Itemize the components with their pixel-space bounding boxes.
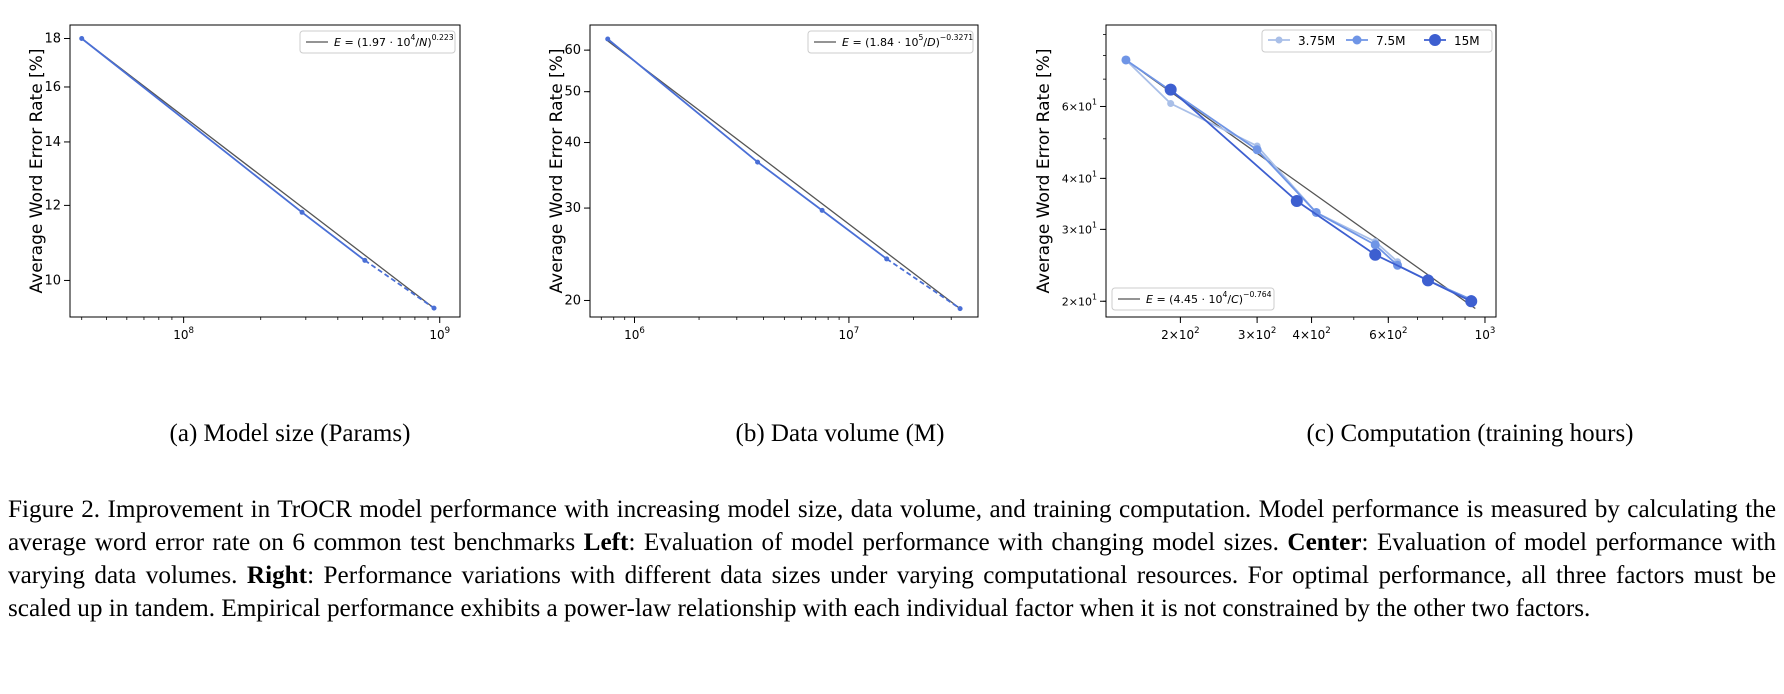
y-tick-label: 10 [44, 273, 61, 288]
series-point-7.5M [1370, 240, 1380, 250]
legend-series-label: 3.75M [1298, 34, 1335, 48]
figure-caption: Figure 2. Improvement in TrOCR model per… [8, 493, 1776, 625]
chart-computation: 2×102 3×102 4×102 6×102 103 2×101 3×101 4×101 6×… [1034, 24, 1497, 342]
series-point-15M [1369, 248, 1382, 261]
fit-line [607, 40, 961, 310]
series-point-15M [1290, 195, 1303, 208]
y-tick-label: 18 [44, 31, 61, 46]
caption-text-1: Figure 2. Improvement in TrOCR model per… [8, 496, 1776, 556]
subcaption-a: (a) Model size (Params) [169, 420, 411, 447]
x-tick-label: 103 [1475, 326, 1496, 342]
chart-model-size: 108 109 10 12 14 16 18 Average Word Error Rate … [27, 24, 461, 342]
legend-swatch-marker [1429, 34, 1441, 46]
x-tick-label: 109 [429, 326, 450, 342]
y-axis-label: Average Word Error Rate [%] [27, 49, 47, 294]
subcaption-b: (b) Data volume (M) [735, 420, 945, 447]
legend-fit-label: E = (1.84 · 105/D)−0.3271 [842, 33, 973, 49]
plot-area [79, 35, 437, 311]
series-point-15M [1164, 83, 1177, 96]
data-point [819, 207, 825, 213]
fit-line [81, 37, 435, 309]
legend: E = (1.97 · 104/N)0.223 [299, 30, 456, 54]
caption-bold-right: Right [246, 562, 308, 589]
y-tick-label: 60 [564, 43, 581, 58]
figure-panels: 108 109 10 12 14 16 18 Average Word Error Rate … [27, 24, 1497, 342]
caption-text-3: : Evaluation of model performance with v… [8, 529, 1776, 589]
series-point-7.5M [1252, 145, 1262, 155]
y-tick-label: 6×101 [1062, 97, 1097, 113]
legend-box [299, 30, 456, 54]
series-point-3.75M [1167, 100, 1175, 108]
y-tick-label: 40 [564, 136, 581, 151]
legend-series-label: 7.5M [1376, 34, 1405, 48]
legend-fit-label: E = (1.97 · 104/N)0.223 [334, 33, 454, 49]
legend-swatch-marker [1352, 35, 1362, 45]
data-point [79, 35, 85, 41]
y-tick-label: 20 [564, 293, 581, 308]
axes-frame [1105, 24, 1497, 318]
series-point-15M [1465, 295, 1478, 308]
axes-frame [589, 24, 979, 318]
plot-area [1121, 55, 1478, 310]
x-tick-label: 2×102 [1161, 326, 1199, 342]
data-line-dashed [364, 259, 435, 309]
series-point-15M [1421, 274, 1434, 287]
legend-box [807, 30, 974, 54]
y-tick-label: 12 [44, 198, 61, 213]
legend-box [1111, 287, 1275, 311]
legend: 3.75M 7.5M 15M [1261, 29, 1493, 53]
plot-area [605, 36, 963, 312]
y-axis-label: Average Word Error Rate [%] [1034, 49, 1054, 294]
y-tick-label: 16 [44, 80, 61, 95]
x-tick-label: 3×102 [1238, 326, 1276, 342]
data-line [81, 37, 366, 262]
legend-fit: E = (4.45 · 104/C)−0.764 [1111, 287, 1275, 311]
data-line [607, 38, 888, 260]
data-point [431, 305, 437, 311]
data-point [299, 209, 305, 215]
y-tick-label: 50 [564, 85, 581, 100]
y-tick-label: 14 [44, 135, 61, 150]
caption-bold-left: Left [583, 529, 629, 556]
data-point [957, 306, 963, 312]
series-point-7.5M [1311, 207, 1321, 217]
x-tick-label: 107 [839, 326, 860, 342]
y-tick-label: 4×101 [1062, 169, 1097, 185]
data-point [605, 36, 611, 42]
series-point-7.5M [1121, 55, 1131, 65]
legend: E = (1.84 · 105/D)−0.3271 [807, 30, 974, 54]
data-line-dashed [886, 258, 961, 310]
y-axis-label: Average Word Error Rate [%] [547, 49, 567, 294]
data-point [884, 256, 890, 262]
x-tick-label: 6×102 [1369, 326, 1407, 342]
subcaption-c: (c) Computation (training hours) [1306, 420, 1634, 447]
x-tick-label: 4×102 [1292, 326, 1330, 342]
legend-series-label: 15M [1454, 34, 1480, 48]
axes-frame [69, 24, 461, 318]
data-point [755, 159, 761, 165]
y-tick-label: 2×101 [1062, 292, 1097, 308]
legend-swatch-marker [1275, 36, 1283, 44]
y-tick-label: 3×101 [1062, 220, 1097, 236]
caption-text-4: : Performance variations with different … [8, 562, 1776, 622]
data-point [362, 257, 368, 263]
x-tick-label: 108 [173, 326, 194, 342]
y-tick-label: 30 [564, 201, 581, 216]
caption-text-2: : Evaluation of model performance with c… [628, 529, 1288, 556]
x-tick-label: 106 [624, 326, 645, 342]
caption-bold-center: Center [1287, 529, 1362, 556]
legend-fit-label: E = (4.45 · 104/C)−0.764 [1146, 290, 1272, 306]
